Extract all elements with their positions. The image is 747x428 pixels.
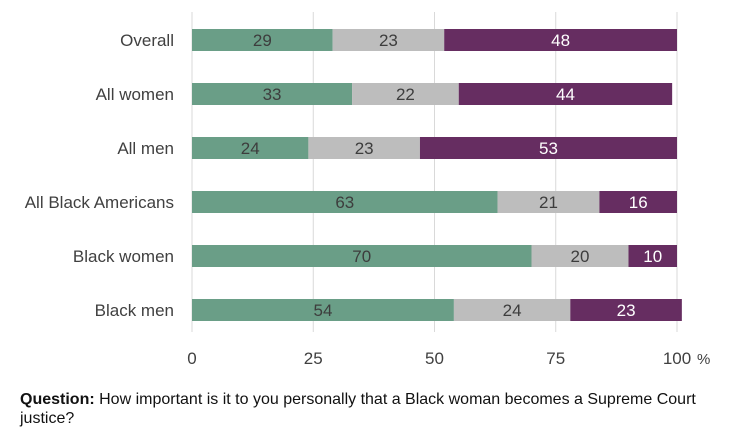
data-label: 53 xyxy=(539,139,558,158)
data-label: 48 xyxy=(551,31,570,50)
x-tick-label: 0 xyxy=(187,349,196,368)
bar-segment xyxy=(453,299,571,321)
question-label: Question: xyxy=(20,391,95,408)
data-label: 10 xyxy=(643,247,662,266)
data-label: 24 xyxy=(503,301,522,320)
bar-segment xyxy=(192,299,454,321)
category-label: Overall xyxy=(120,31,174,50)
data-label: 63 xyxy=(335,193,354,212)
x-axis-unit-label: % xyxy=(697,351,710,368)
bar-segment xyxy=(192,29,333,51)
bar-segment xyxy=(444,29,677,51)
x-tick-label: 100 xyxy=(663,349,691,368)
question-footnote: Question: How important is it to you per… xyxy=(20,390,730,428)
data-label: 16 xyxy=(629,193,648,212)
bars: 29 23 48 33 22 44 24 23 53 63 21 16 70 20 10 54 24 23 xyxy=(192,29,682,321)
bar-segment xyxy=(599,191,677,213)
data-label: 23 xyxy=(617,301,636,320)
bar-segment xyxy=(570,299,682,321)
data-label: 20 xyxy=(571,247,590,266)
bar-segment xyxy=(308,137,420,159)
data-label: 23 xyxy=(379,31,398,50)
data-label: 24 xyxy=(241,139,260,158)
question-text: How important is it to you personally th… xyxy=(20,391,696,427)
data-label: 33 xyxy=(263,85,282,104)
data-label: 54 xyxy=(313,301,332,320)
data-label: 21 xyxy=(539,193,558,212)
x-tick-label: 25 xyxy=(304,349,323,368)
bar-segment xyxy=(628,245,677,267)
bar-segment xyxy=(352,83,459,105)
gridlines xyxy=(191,12,678,332)
bar-segment xyxy=(332,29,445,51)
category-label: All Black Americans xyxy=(25,193,174,212)
category-label: All women xyxy=(96,85,174,104)
data-label: 23 xyxy=(355,139,374,158)
category-label: Black women xyxy=(73,247,174,266)
data-label: 44 xyxy=(556,85,575,104)
category-label: Black men xyxy=(95,301,174,320)
bar-segment xyxy=(192,191,498,213)
bar-segment xyxy=(192,137,309,159)
stacked-bar-chart: 29 23 48 33 22 44 24 23 53 63 21 16 70 20 10 54 24 23 Ove… xyxy=(25,12,710,368)
bar-segment xyxy=(497,191,600,213)
data-label: 70 xyxy=(352,247,371,266)
data-label: 22 xyxy=(396,85,415,104)
x-tick-label: 75 xyxy=(546,349,565,368)
category-label: All men xyxy=(117,139,174,158)
data-label: 29 xyxy=(253,31,272,50)
bar-segment xyxy=(531,245,629,267)
bar-segment xyxy=(192,245,532,267)
x-axis-tick-labels: 0 25 50 75 100% xyxy=(187,349,710,368)
category-labels: Overall All women All men All Black America… xyxy=(25,31,174,320)
bar-segment xyxy=(192,83,353,105)
x-tick-label: 50 xyxy=(425,349,444,368)
bar-segment xyxy=(419,137,677,159)
bar-segment xyxy=(458,83,673,105)
